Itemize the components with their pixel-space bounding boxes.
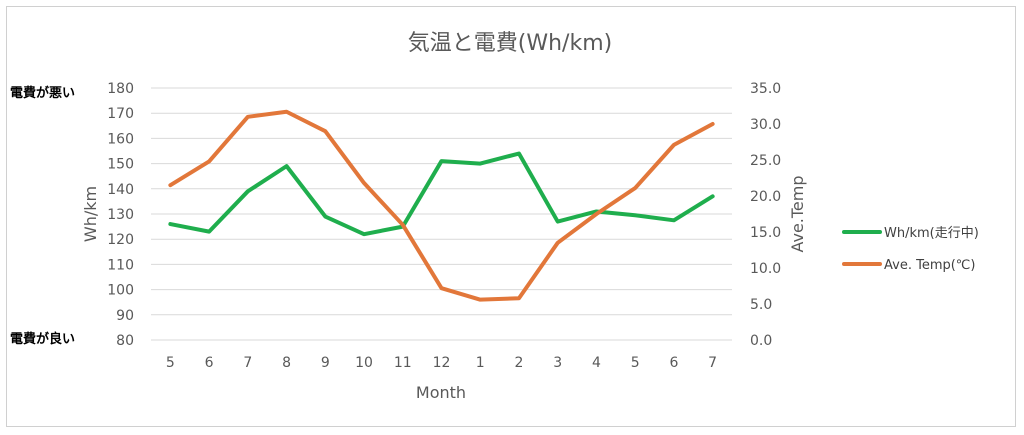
x-tick-label: 7	[243, 355, 252, 371]
annotation-good-efficiency: 電費が良い	[10, 331, 75, 347]
y2-tick-label: 20.0	[750, 189, 781, 205]
legend-label: Wh/km(走行中)	[884, 226, 979, 241]
y-tick-label: 80	[116, 333, 134, 349]
annotation-bad-efficiency: 電費が悪い	[10, 85, 75, 101]
y2-tick-label: 10.0	[750, 261, 781, 277]
x-tick-label: 3	[553, 355, 562, 371]
x-tick-label: 10	[355, 355, 373, 371]
x-tick-label: 7	[708, 355, 717, 371]
x-tick-label: 2	[515, 355, 524, 371]
x-tick-label: 6	[669, 355, 678, 371]
y-tick-label: 150	[107, 157, 134, 173]
chart-frame	[6, 6, 1016, 427]
x-tick-label: 4	[592, 355, 601, 371]
y-tick-label: 140	[107, 182, 134, 198]
x-tick-label: 12	[433, 355, 451, 371]
x-axis-label: Month	[416, 383, 466, 402]
x-tick-label: 5	[631, 355, 640, 371]
y2-tick-label: 5.0	[750, 297, 772, 313]
y2-tick-label: 0.0	[750, 333, 772, 349]
y-axis-label: Wh/km	[81, 186, 100, 242]
legend-label: Ave. Temp(℃)	[884, 258, 975, 273]
y-tick-label: 90	[116, 308, 134, 324]
y-tick-label: 180	[107, 81, 134, 97]
y2-tick-label: 15.0	[750, 225, 781, 241]
series-line-2	[168, 109, 715, 302]
x-tick-label: 6	[205, 355, 214, 371]
y-tick-label: 170	[107, 106, 134, 122]
x-tick-label: 1	[476, 355, 485, 371]
legend: Wh/km(走行中) Ave. Temp(℃)	[842, 226, 979, 273]
y2-tick-label: 35.0	[750, 81, 781, 97]
x-tick-label: 9	[321, 355, 330, 371]
tick-labels: 80901001101201301401501601701800.05.010.…	[107, 81, 781, 371]
x-tick-label: 5	[166, 355, 175, 371]
y-tick-label: 160	[107, 131, 134, 147]
x-tick-label: 8	[282, 355, 291, 371]
series-line-1	[168, 151, 715, 237]
y2-tick-label: 30.0	[750, 117, 781, 133]
y2-tick-label: 25.0	[750, 153, 781, 169]
series-lines	[168, 109, 715, 302]
x-tick-label: 11	[394, 355, 412, 371]
y-tick-label: 100	[107, 283, 134, 299]
y-tick-label: 110	[107, 257, 134, 273]
y-tick-label: 120	[107, 232, 134, 248]
y2-axis-label: Ave.Temp	[788, 175, 807, 252]
y-tick-label: 130	[107, 207, 134, 223]
chart-title: 気温と電費(Wh/km)	[408, 31, 612, 56]
